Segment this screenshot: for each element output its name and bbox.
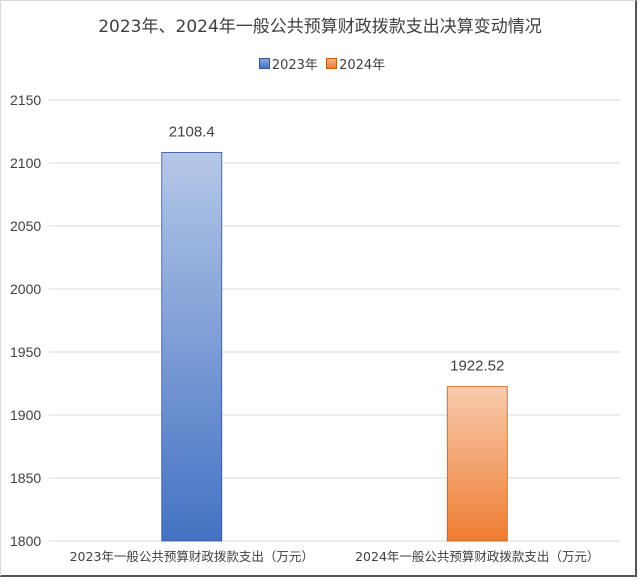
y-tick-label: 1850 [10,470,41,486]
legend-label-2024: 2024年 [339,58,386,73]
y-tick-label: 2150 [10,92,41,108]
bar-2024年 [446,386,508,542]
legend: 2023年 2024年 [0,54,640,73]
y-tick-label: 2000 [10,281,41,297]
y-tick-label: 1950 [10,344,41,360]
legend-swatch-2024 [326,58,338,69]
legend-swatch-2023 [258,58,270,69]
data-label: 1922.52 [450,358,504,375]
x-tick-label: 2024年一般公共预算财政拨款支出（万元） [355,549,599,564]
x-tick-label: 2023年一般公共预算财政拨款支出（万元） [70,549,314,564]
legend-label-2023: 2023年 [271,58,318,73]
y-tick-label: 2050 [10,218,41,234]
y-tick-label: 1800 [10,533,41,549]
chart-title: 2023年、2024年一般公共预算财政拨款支出决算变动情况 [98,17,542,37]
bar-2023年 [161,152,223,542]
y-tick-label: 2100 [10,155,41,171]
y-tick-label: 1900 [10,407,41,423]
data-label: 2108.4 [169,123,215,140]
